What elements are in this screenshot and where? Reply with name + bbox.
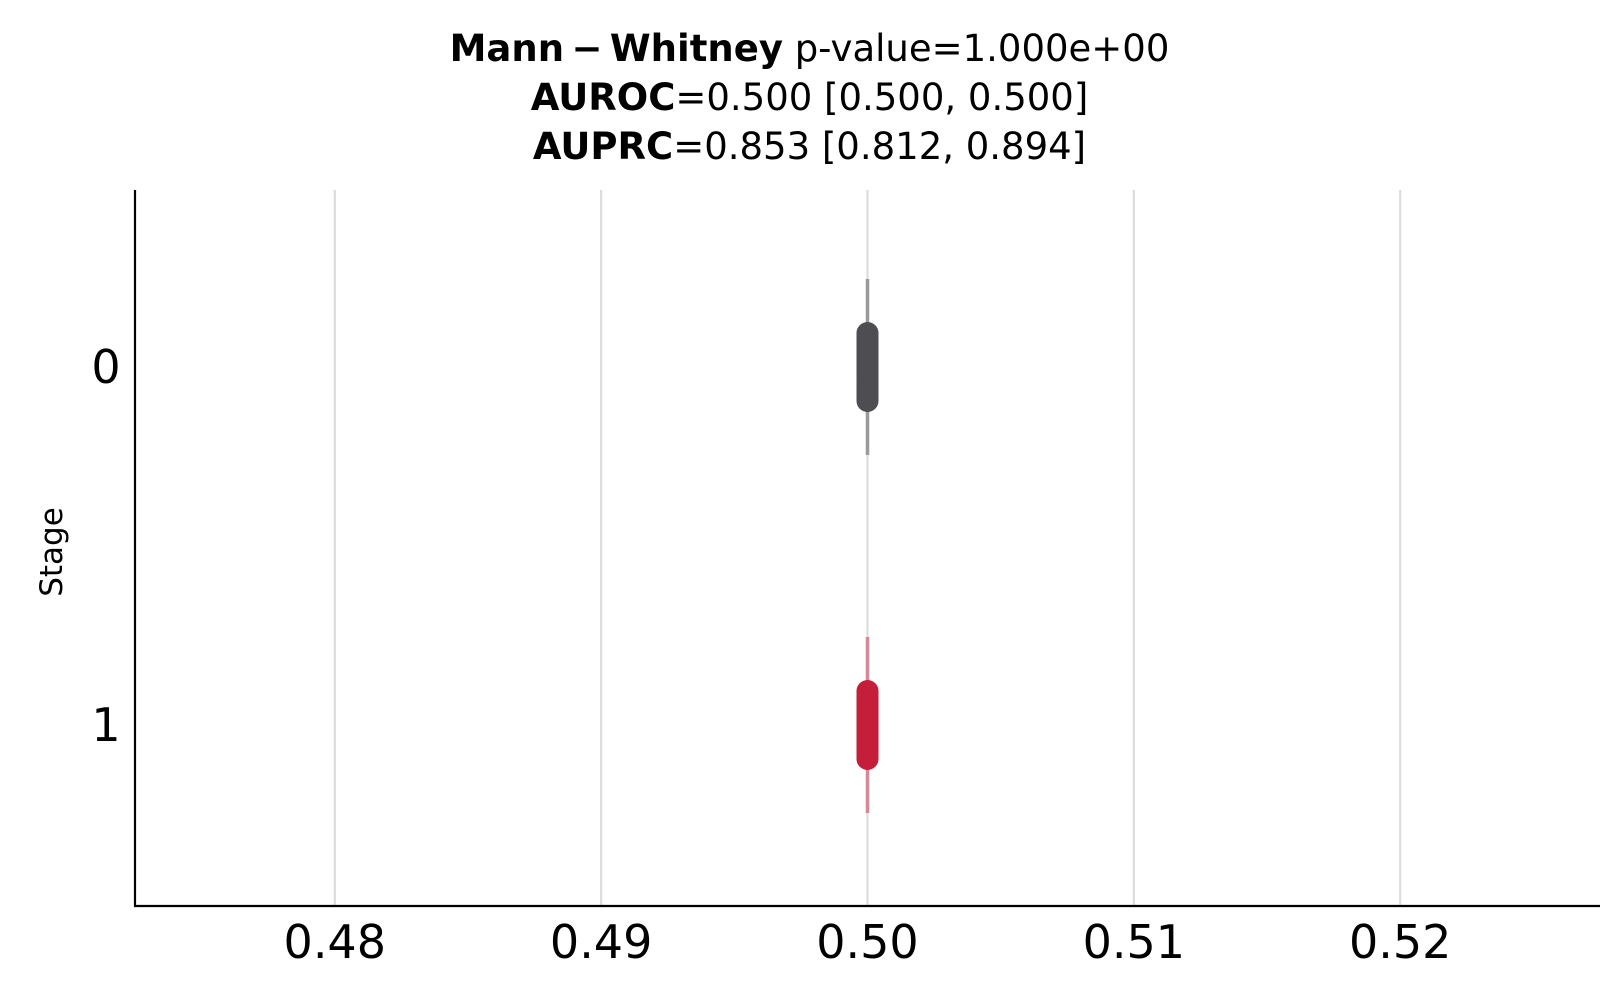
y-tick-label: 0 xyxy=(91,340,120,394)
y-tick-labels: 01 xyxy=(91,340,120,752)
point-marker-0 xyxy=(856,379,879,401)
title-auprc-value: =0.853 [0.812, 0.894] xyxy=(673,125,1087,168)
x-tick-label: 0.51 xyxy=(1083,915,1185,969)
title-line-3: AUPRC=0.853 [0.812, 0.894] xyxy=(0,122,1619,171)
title-auprc-label: AUPRC xyxy=(532,125,674,168)
series-marks xyxy=(856,279,879,813)
x-tick-label: 0.50 xyxy=(816,915,918,969)
x-tick-labels: 0.48 0.49 0.50 0.51 0.52 xyxy=(284,915,1452,969)
title-test-name: Mann − Whitney xyxy=(449,27,783,70)
x-tick-label: 0.48 xyxy=(284,915,386,969)
chart-title: Mann − Whitney p-value=1.000e+00 AUROC=0… xyxy=(0,24,1619,171)
title-auroc-label: AUROC xyxy=(530,76,676,119)
title-auroc-value: =0.500 [0.500, 0.500] xyxy=(675,76,1089,119)
title-line-1: Mann − Whitney p-value=1.000e+00 xyxy=(0,24,1619,73)
title-line-2: AUROC=0.500 [0.500, 0.500] xyxy=(0,73,1619,122)
x-tick-label: 0.52 xyxy=(1349,915,1451,969)
y-tick-label: 1 xyxy=(91,698,120,752)
title-p-value: p-value=1.000e+00 xyxy=(782,27,1170,70)
y-axis-label: Stage xyxy=(34,507,70,597)
x-tick-label: 0.49 xyxy=(550,915,652,969)
